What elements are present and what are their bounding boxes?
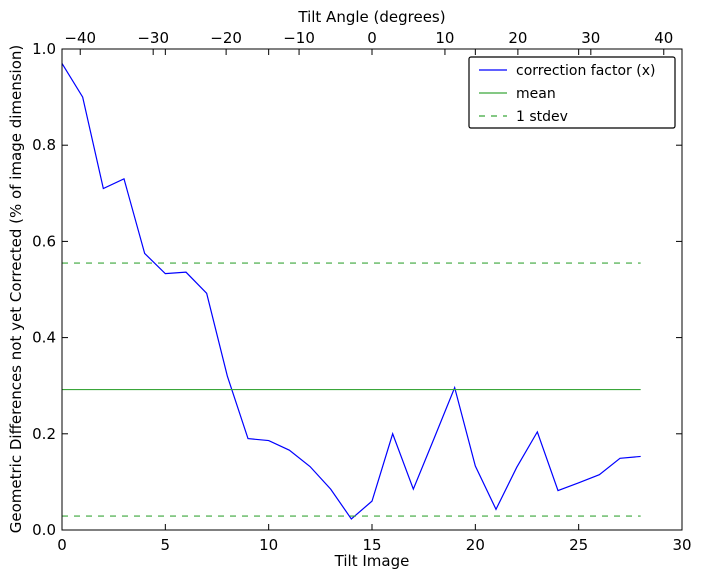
legend: correction factor (x) mean 1 stdev [468,56,676,129]
top-x-axis-label: Tilt Angle (degrees) [297,8,445,26]
top-x-tick-label: −20 [210,29,242,47]
top-x-tick-label: 10 [435,29,454,47]
top-x-tick-label: −30 [137,29,169,47]
series-line-0 [61,63,641,520]
legend-label: 1 stdev [516,109,568,125]
x-tick-label: 0 [57,536,67,554]
x-tick-label: 15 [362,536,381,554]
x-tick-label: 30 [672,536,691,554]
x-tick-label: 10 [259,536,278,554]
top-x-tick-label: 40 [654,29,673,47]
y-tick-label: 0.2 [32,425,56,443]
legend-label: mean [516,86,556,102]
top-x-tick-label: 30 [581,29,600,47]
plot-frame [61,48,683,531]
x-tick-label: 5 [161,536,171,554]
y-tick-label: 0.4 [32,329,56,347]
series-layer [61,63,641,520]
top-x-tick-label: −40 [64,29,96,47]
y-tick-label: 0.0 [32,521,56,539]
y-tick-label: 1.0 [32,40,56,58]
top-x-tick-label: −10 [283,29,315,47]
top-x-tick-label: 20 [508,29,527,47]
legend-label: correction factor (x) [516,63,655,79]
x-tick-label: 20 [466,536,485,554]
y-axis-label: Geometric Differences not yet Corrected … [7,45,25,534]
plot-area [62,49,682,530]
y-tick-label: 0.8 [32,136,56,154]
legend-box [468,56,676,129]
x-tick-label: 25 [569,536,588,554]
top-x-tick-label: 0 [367,29,377,47]
ticks-layer: 0 5 10 15 20 25 30 0.0 0.2 0.4 0.6 0.8 1.0 −40 −30 −20 −… [32,29,691,554]
x-axis-label: Tilt Image [334,552,410,570]
y-tick-label: 0.6 [32,232,56,250]
